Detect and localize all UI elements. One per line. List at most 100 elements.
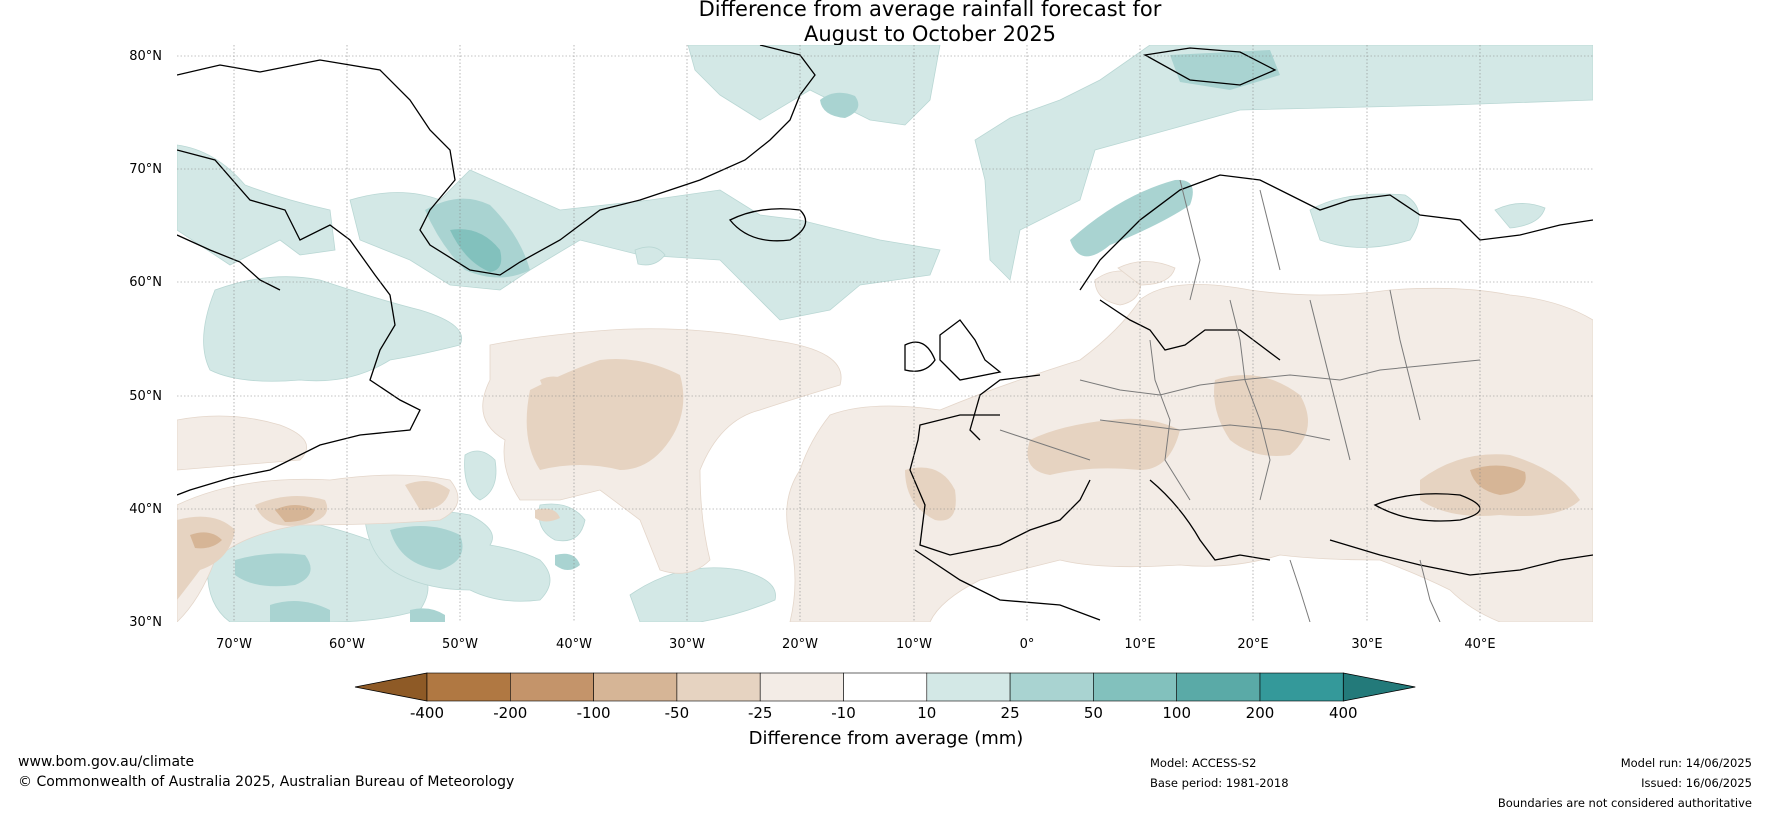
- colorbar-tick-label: 100: [1162, 704, 1191, 722]
- coastline: [728, 208, 807, 242]
- colorbar-tick-label: -10: [831, 704, 856, 722]
- dry-anomaly-region: [177, 415, 307, 471]
- dry-anomaly-region: [1214, 375, 1308, 456]
- footer-base-period: Base period: 1981-2018: [1150, 776, 1289, 790]
- coastline: [1149, 479, 1271, 561]
- colorbar-tick-label: -400: [410, 704, 444, 722]
- dry-anomaly-region: [275, 505, 315, 522]
- colorbar-tick-label: 200: [1246, 704, 1275, 722]
- border-line: [1179, 179, 1201, 301]
- lon-label: 50°W: [442, 637, 478, 652]
- lat-label: 70°N: [129, 162, 162, 177]
- wet-anomaly-region: [464, 450, 497, 501]
- footer-disclaimer: Boundaries are not considered authoritat…: [1497, 796, 1752, 810]
- colorbar-swatch: [1093, 672, 1178, 702]
- border-line: [999, 429, 1091, 461]
- colorbar-tick-label: 50: [1084, 704, 1103, 722]
- colorbar-extend-low: [354, 672, 428, 702]
- lon-label: 60°W: [329, 637, 365, 652]
- gridlines: [177, 45, 1593, 622]
- border-line: [1389, 289, 1421, 421]
- border-line: [1149, 339, 1191, 501]
- colorbar-swatch: [843, 672, 928, 702]
- wet-anomaly-region: [235, 553, 311, 587]
- colorbar-swatches: [354, 672, 1416, 702]
- border-line: [1229, 299, 1271, 501]
- coastline: [177, 234, 281, 291]
- lon-label: 40°W: [556, 637, 592, 652]
- colorbar-swatch: [509, 672, 594, 702]
- wet-anomaly-region: [410, 608, 445, 622]
- lon-label: 0°: [1020, 637, 1035, 652]
- footer-model-run: Model run: 14/06/2025: [1620, 756, 1752, 770]
- coastline: [1143, 47, 1277, 86]
- coastline: [1329, 539, 1593, 576]
- lon-label: 40°E: [1464, 637, 1495, 652]
- dry-anomaly-region: [190, 532, 222, 549]
- lat-label: 60°N: [129, 275, 162, 290]
- wet-anomaly-region: [390, 526, 463, 570]
- colorbar-tick-labels: -400 -200 -100 -50 -25 -10 10 25 50 100 …: [410, 704, 1358, 722]
- wet-anomaly-region: [450, 229, 502, 272]
- border-line: [1419, 559, 1441, 622]
- lon-label: 30°E: [1351, 637, 1382, 652]
- dry-anomaly-region: [540, 376, 570, 401]
- footer-website: www.bom.gov.au/climate: [18, 754, 195, 770]
- coastline: [909, 414, 1091, 556]
- colorbar-swatch: [426, 672, 511, 702]
- footer-model: Model: ACCESS-S2: [1150, 756, 1257, 770]
- coastline: [914, 549, 1101, 621]
- lon-label: 10°E: [1124, 637, 1155, 652]
- footer-copyright: © Commonwealth of Australia 2025, Austra…: [18, 774, 515, 790]
- coastline: [1099, 299, 1281, 361]
- coastlines: [177, 45, 1593, 621]
- coastline: [1079, 174, 1593, 291]
- wet-anomaly-region: [1494, 203, 1546, 229]
- colorbar-swatch: [926, 672, 1011, 702]
- wet-anomaly-region: [974, 45, 1593, 281]
- colorbar-tick-label: -50: [665, 704, 690, 722]
- border-line: [1309, 299, 1351, 461]
- dry-anomaly-region: [1027, 418, 1180, 475]
- wet-anomaly-region: [820, 92, 859, 118]
- coastline: [177, 45, 816, 276]
- wet-anomaly-region: [177, 144, 336, 266]
- footer-issued: Issued: 16/06/2025: [1641, 776, 1752, 790]
- colorbar-tick-label: -200: [493, 704, 527, 722]
- coastline: [969, 374, 1041, 441]
- colorbar-swatch: [676, 672, 761, 702]
- coastline: [904, 341, 936, 372]
- map-area: [177, 45, 1593, 622]
- wet-anomaly-region: [555, 553, 580, 570]
- lat-label: 30°N: [129, 615, 162, 630]
- border-line: [1259, 189, 1281, 271]
- wet-anomaly-region: [203, 276, 462, 382]
- lon-label: 70°W: [216, 637, 252, 652]
- dry-anomaly-region: [1094, 270, 1142, 306]
- lat-label: 50°N: [129, 389, 162, 404]
- colorbar-tick-label: 400: [1329, 704, 1358, 722]
- wet-anomaly-region: [270, 601, 330, 622]
- latitude-labels: 30°N 40°N 50°N 60°N 70°N 80°N: [129, 49, 162, 630]
- lon-label: 30°W: [669, 637, 705, 652]
- lon-label: 20°E: [1237, 637, 1268, 652]
- lat-label: 80°N: [129, 49, 162, 64]
- colorbar-swatch: [1259, 672, 1344, 702]
- colorbar-swatch: [759, 672, 844, 702]
- lon-label: 10°W: [896, 637, 932, 652]
- colorbar-swatch: [1009, 672, 1094, 702]
- coastline: [177, 149, 421, 496]
- dry-anomaly-region: [405, 481, 450, 510]
- border-line: [1289, 559, 1311, 622]
- colorbar-tick-label: 25: [1001, 704, 1020, 722]
- colorbar-tick-label: 10: [917, 704, 936, 722]
- wet-anomaly-region: [1070, 179, 1193, 257]
- longitude-labels: 70°W 60°W 50°W 40°W 30°W 20°W 10°W 0° 10…: [216, 637, 1496, 652]
- colorbar-tick-label: -25: [748, 704, 773, 722]
- title-line-2: August to October 2025: [803, 22, 1057, 46]
- colorbar-swatch: [593, 672, 678, 702]
- colorbar-swatch: [1176, 672, 1261, 702]
- colorbar-label: Difference from average (mm): [749, 728, 1024, 749]
- coastline: [939, 319, 1002, 381]
